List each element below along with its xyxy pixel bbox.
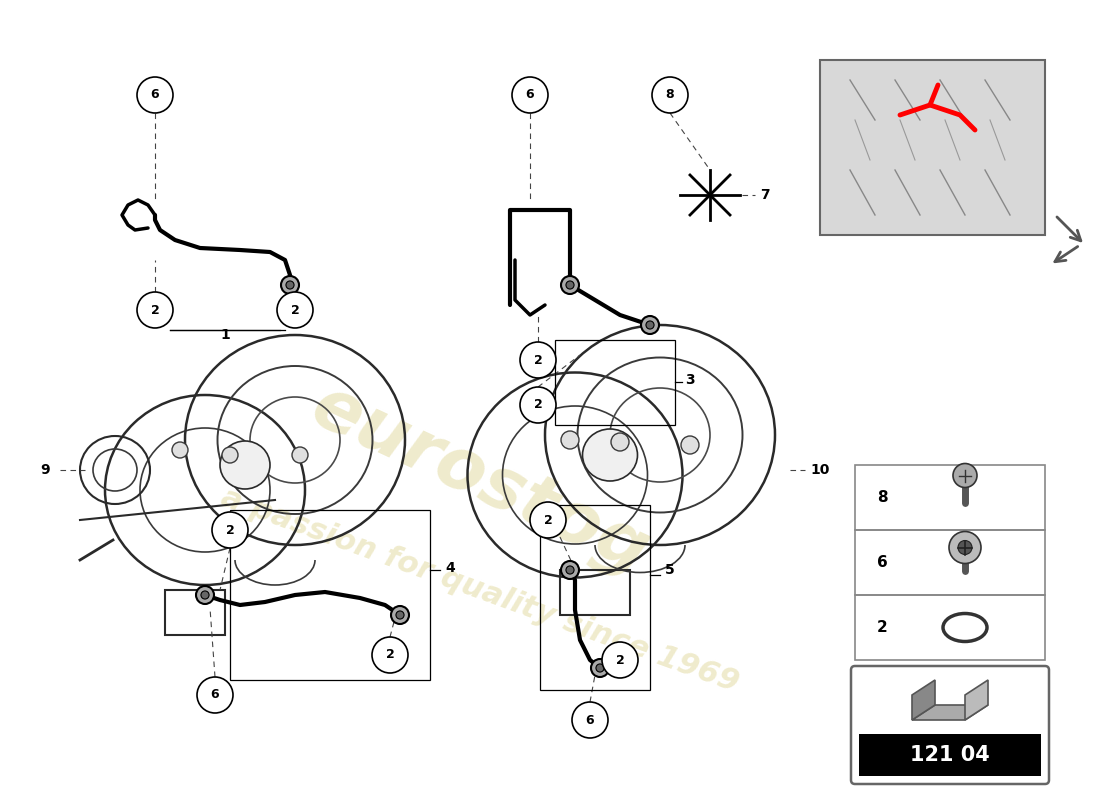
Circle shape <box>520 387 556 423</box>
Text: 3: 3 <box>685 373 694 387</box>
Circle shape <box>512 77 548 113</box>
Text: a passion for quality since 1969: a passion for quality since 1969 <box>217 482 743 698</box>
Circle shape <box>138 292 173 328</box>
Text: 2: 2 <box>290 303 299 317</box>
Text: 6: 6 <box>211 689 219 702</box>
Circle shape <box>561 431 579 449</box>
Bar <box>855 465 1045 530</box>
Circle shape <box>596 664 604 672</box>
Circle shape <box>277 292 313 328</box>
Circle shape <box>390 606 409 624</box>
Circle shape <box>530 502 566 538</box>
Text: 5: 5 <box>666 563 674 577</box>
Text: 6: 6 <box>151 89 160 102</box>
Circle shape <box>681 436 698 454</box>
Polygon shape <box>912 705 988 720</box>
Bar <box>859 734 1041 776</box>
Circle shape <box>953 463 977 487</box>
Ellipse shape <box>583 429 638 481</box>
Circle shape <box>201 591 209 599</box>
Circle shape <box>610 433 629 451</box>
Bar <box>540 505 650 690</box>
Text: 2: 2 <box>616 654 625 666</box>
Text: 10: 10 <box>810 463 829 477</box>
Bar <box>855 595 1045 660</box>
Text: 2: 2 <box>534 354 542 366</box>
Circle shape <box>196 586 214 604</box>
Circle shape <box>280 276 299 294</box>
Text: 6: 6 <box>526 89 535 102</box>
Circle shape <box>212 512 248 548</box>
Text: 7: 7 <box>760 188 770 202</box>
Text: 9: 9 <box>41 463 50 477</box>
Circle shape <box>591 659 609 677</box>
Text: 2: 2 <box>534 398 542 411</box>
Polygon shape <box>912 680 935 720</box>
Circle shape <box>572 702 608 738</box>
Text: 6: 6 <box>585 714 594 726</box>
Circle shape <box>138 77 173 113</box>
FancyBboxPatch shape <box>820 60 1045 235</box>
Circle shape <box>561 561 579 579</box>
Circle shape <box>566 281 574 289</box>
Circle shape <box>652 77 688 113</box>
Bar <box>556 340 675 425</box>
Circle shape <box>396 611 404 619</box>
Text: 2: 2 <box>151 303 160 317</box>
Circle shape <box>222 447 238 463</box>
Bar <box>855 530 1045 595</box>
Text: eurostog: eurostog <box>300 372 660 588</box>
Text: 121 04: 121 04 <box>910 745 990 765</box>
Text: 2: 2 <box>543 514 552 526</box>
Bar <box>230 510 430 680</box>
Text: 8: 8 <box>666 89 674 102</box>
Text: 2: 2 <box>386 649 395 662</box>
Text: 4: 4 <box>446 561 454 575</box>
Circle shape <box>646 321 654 329</box>
Circle shape <box>561 276 579 294</box>
Circle shape <box>641 316 659 334</box>
Circle shape <box>372 637 408 673</box>
FancyArrowPatch shape <box>1057 217 1081 241</box>
Text: 2: 2 <box>877 620 888 635</box>
FancyBboxPatch shape <box>851 666 1049 784</box>
Ellipse shape <box>220 441 270 489</box>
Circle shape <box>286 281 294 289</box>
Circle shape <box>520 342 556 378</box>
Polygon shape <box>965 680 988 720</box>
Text: 6: 6 <box>877 555 888 570</box>
Circle shape <box>566 566 574 574</box>
Circle shape <box>949 531 981 563</box>
Circle shape <box>197 677 233 713</box>
FancyArrowPatch shape <box>1055 246 1078 262</box>
Circle shape <box>172 442 188 458</box>
Circle shape <box>602 642 638 678</box>
Text: 2: 2 <box>226 523 234 537</box>
Text: 1: 1 <box>220 328 230 342</box>
Circle shape <box>958 541 972 554</box>
Circle shape <box>292 447 308 463</box>
Text: 8: 8 <box>877 490 888 505</box>
